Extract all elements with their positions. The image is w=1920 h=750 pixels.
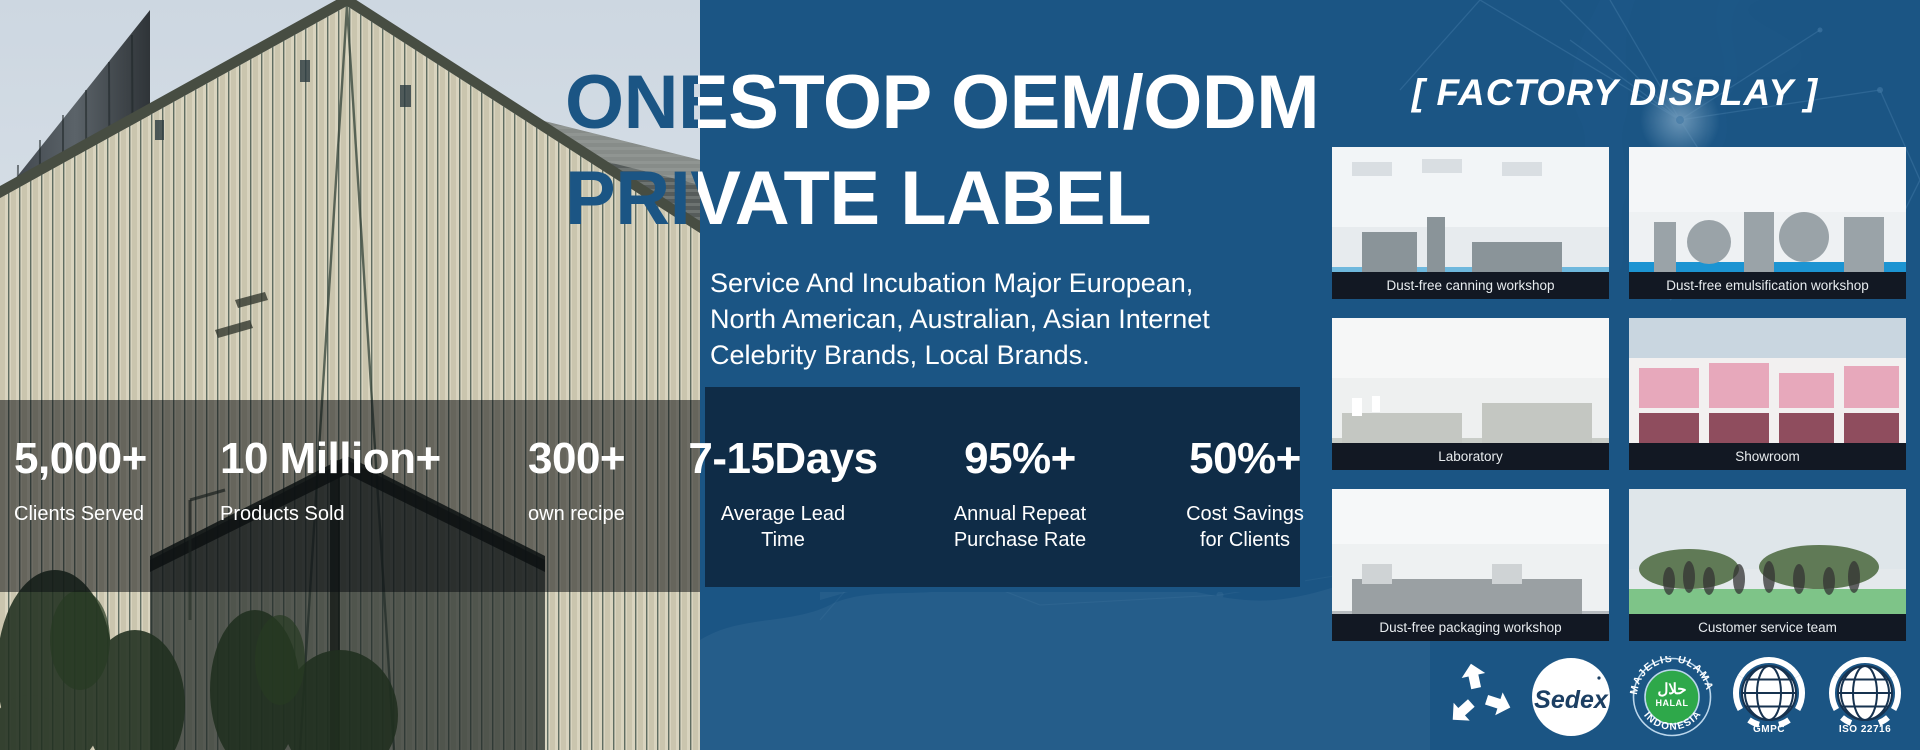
svg-text:ISO 22716: ISO 22716: [1839, 724, 1891, 735]
svg-text:GMPC: GMPC: [1753, 724, 1785, 735]
svg-text:حلال: حلال: [1657, 682, 1686, 698]
svg-text:Sedex: Sedex: [1534, 686, 1609, 714]
svg-text:HALAL: HALAL: [1656, 698, 1689, 708]
